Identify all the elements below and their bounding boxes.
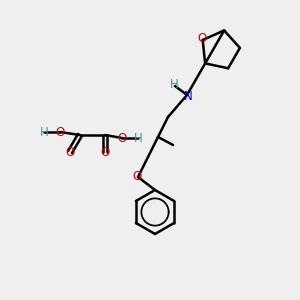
Text: O: O (132, 170, 142, 184)
Text: O: O (56, 125, 64, 139)
Text: H: H (169, 79, 178, 92)
Text: O: O (117, 131, 127, 145)
Text: N: N (184, 89, 192, 103)
Text: O: O (197, 32, 206, 44)
Text: O: O (100, 146, 109, 158)
Text: H: H (134, 131, 142, 145)
Text: H: H (40, 125, 48, 139)
Text: O: O (65, 146, 75, 158)
